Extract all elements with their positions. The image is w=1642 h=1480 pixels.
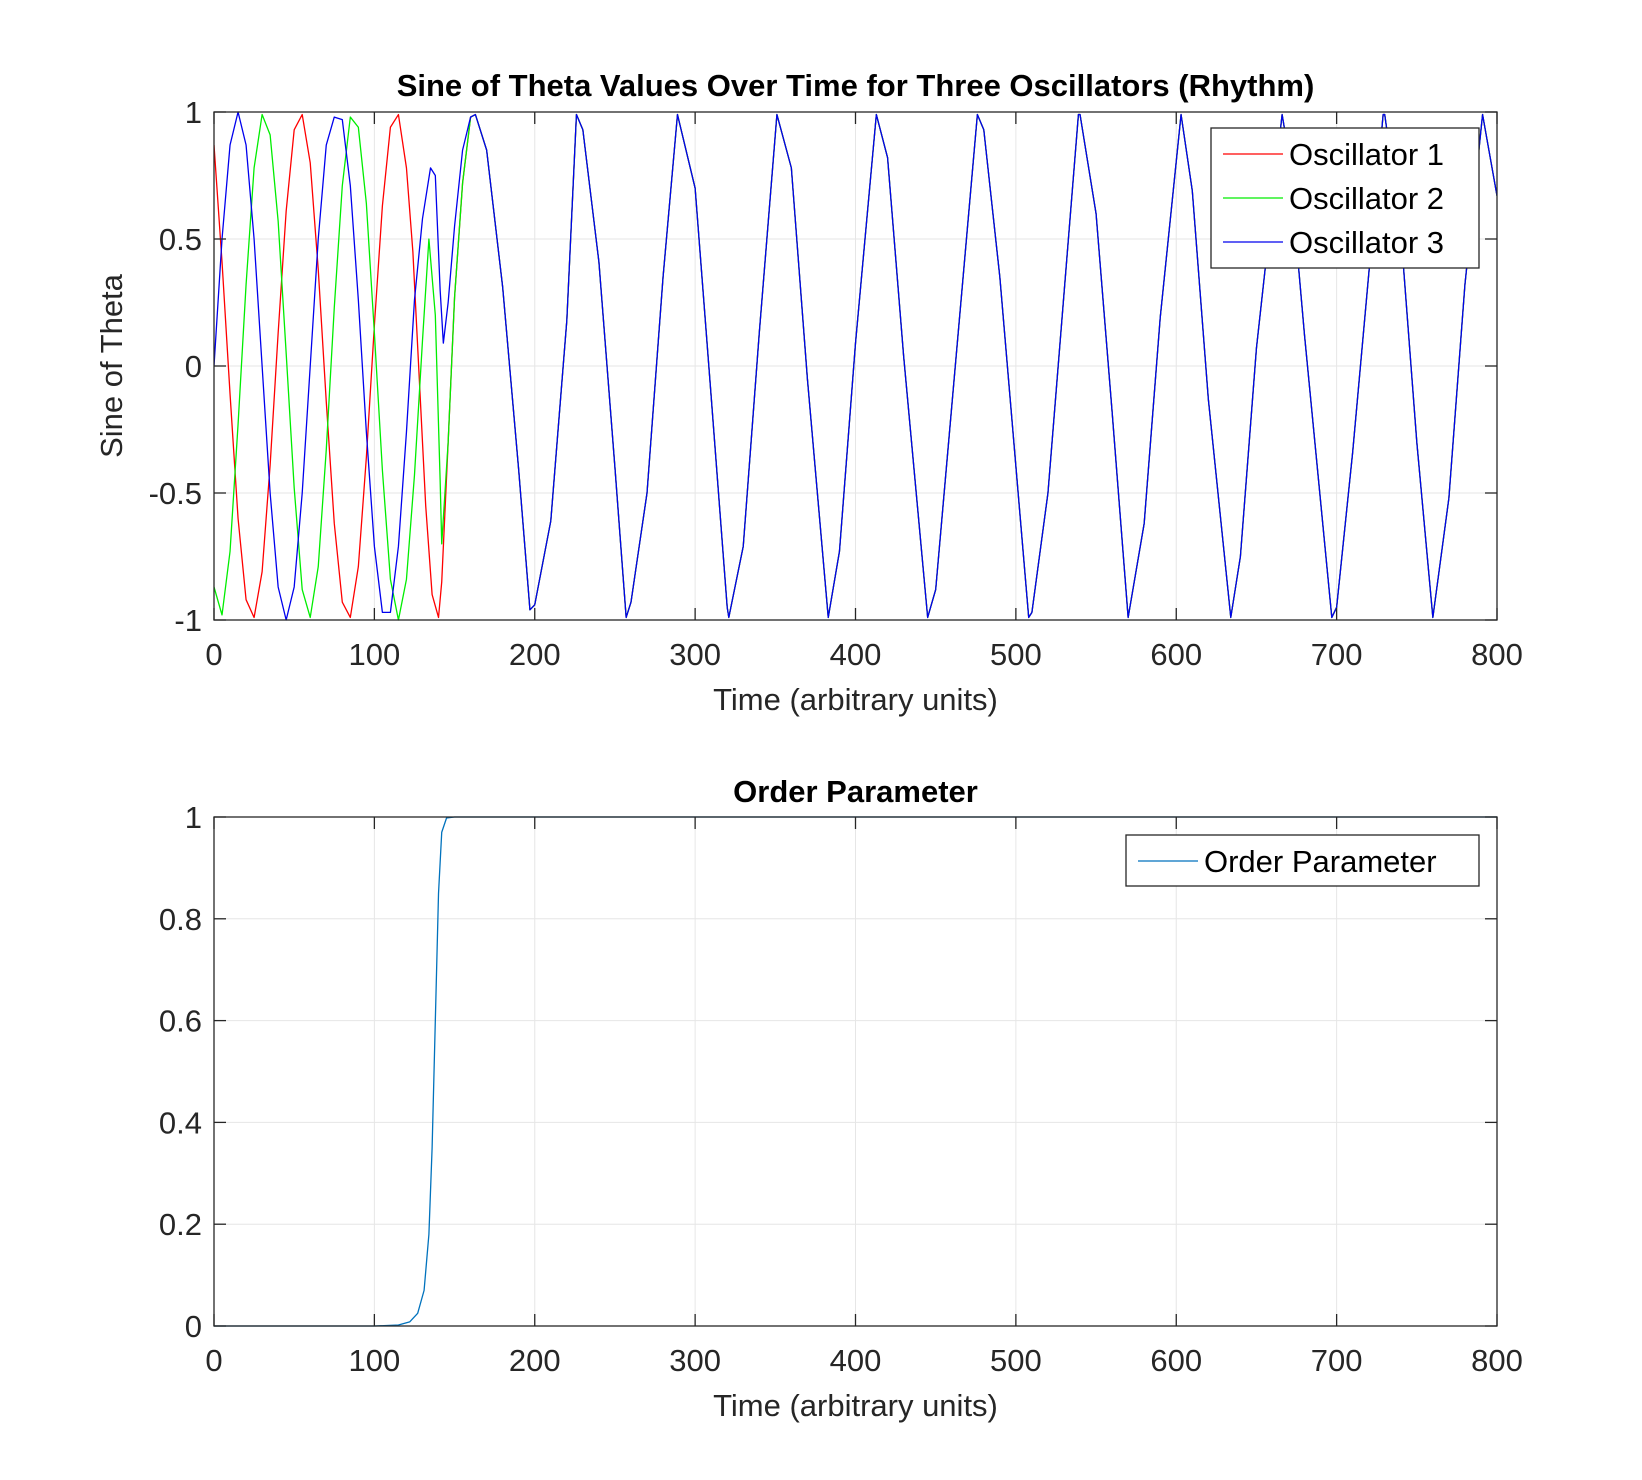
x-tick-label: 200 bbox=[509, 637, 561, 672]
x-tick-label: 700 bbox=[1311, 1343, 1363, 1378]
x-tick-label: 300 bbox=[669, 1343, 721, 1378]
chart-title: Sine of Theta Values Over Time for Three… bbox=[397, 68, 1315, 103]
x-tick-label: 800 bbox=[1471, 1343, 1523, 1378]
sine-theta-plot: 0 100 200 300 400 500 600 700 800 -1 -0.5 0 0.5 1 Sine… bbox=[94, 68, 1523, 717]
x-axis-label: Time (arbitrary units) bbox=[713, 682, 998, 717]
x-tick-label: 0 bbox=[205, 1343, 222, 1378]
series-line-order-parameter bbox=[214, 816, 1497, 1327]
x-tick-label: 800 bbox=[1471, 637, 1523, 672]
x-tick-label: 700 bbox=[1311, 637, 1363, 672]
x-tick-label: 600 bbox=[1150, 637, 1202, 672]
chart-title: Order Parameter bbox=[733, 774, 978, 809]
x-tick-label: 600 bbox=[1150, 1343, 1202, 1378]
x-tick-label: 100 bbox=[349, 637, 401, 672]
legend-entry: Oscillator 2 bbox=[1289, 181, 1444, 216]
y-tick-label: -1 bbox=[174, 603, 202, 638]
y-tick-label: 1 bbox=[185, 95, 202, 130]
x-tick-label: 500 bbox=[990, 637, 1042, 672]
order-parameter-plot: 0 100 200 300 400 500 600 700 800 0 0.2 0.4 0.6 0.8 1 O… bbox=[159, 774, 1523, 1423]
x-tick-label: 500 bbox=[990, 1343, 1042, 1378]
legend: Order Parameter bbox=[1125, 834, 1480, 887]
legend-entry: Oscillator 3 bbox=[1289, 225, 1444, 260]
y-tick-label: 0 bbox=[185, 349, 202, 384]
y-tick-label: 0.5 bbox=[159, 222, 202, 257]
y-tick-label: -0.5 bbox=[149, 476, 202, 511]
y-tick-label: 0.2 bbox=[159, 1207, 202, 1242]
x-tick-label: 200 bbox=[509, 1343, 561, 1378]
legend-entry: Order Parameter bbox=[1204, 844, 1437, 879]
y-axis-label: Sine of Theta bbox=[94, 273, 129, 458]
legend: Oscillator 1 Oscillator 2 Oscillator 3 bbox=[1210, 127, 1480, 269]
x-tick-label: 100 bbox=[349, 1343, 401, 1378]
x-tick-label: 400 bbox=[830, 637, 882, 672]
x-axis-label: Time (arbitrary units) bbox=[713, 1388, 998, 1423]
x-tick-label: 300 bbox=[669, 637, 721, 672]
x-tick-label: 0 bbox=[205, 637, 222, 672]
series-line-oscillator-3 bbox=[214, 111, 1497, 621]
x-tick-label: 400 bbox=[830, 1343, 882, 1378]
y-tick-label: 0.8 bbox=[159, 902, 202, 937]
y-tick-label: 0.6 bbox=[159, 1004, 202, 1039]
y-tick-label: 0.4 bbox=[159, 1105, 202, 1140]
y-tick-label: 0 bbox=[185, 1309, 202, 1344]
legend-entry: Oscillator 1 bbox=[1289, 137, 1444, 172]
y-tick-label: 1 bbox=[185, 800, 202, 835]
